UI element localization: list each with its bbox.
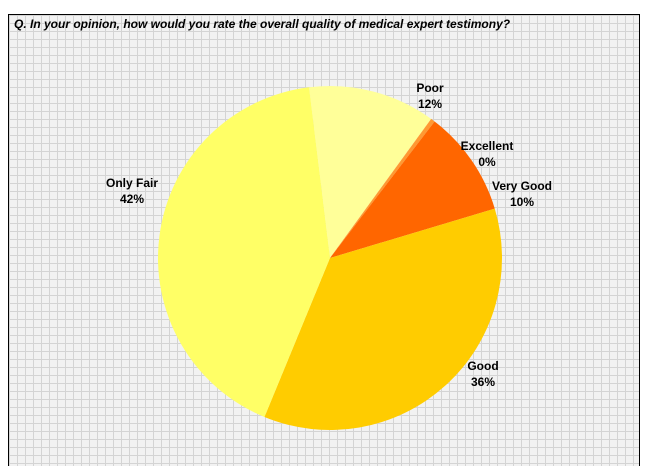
slice-value-label: 12%: [418, 97, 442, 111]
slice-value-label: 42%: [120, 192, 144, 206]
pie-slice-very-good: [330, 121, 495, 258]
slice-value-label: 0%: [478, 155, 496, 169]
chart-title: Q. In your opinion, how would you rate t…: [14, 17, 511, 31]
pie-slice-only-fair: [157, 87, 330, 418]
pie-slice-excellent: [330, 118, 435, 259]
pie-slice-poor: [309, 85, 432, 259]
slice-label: Very Good: [492, 179, 552, 193]
slice-label: Poor: [416, 81, 444, 95]
pie-slice-good: [264, 208, 502, 430]
slice-value-label: 36%: [471, 375, 495, 389]
slice-label: Excellent: [461, 139, 514, 153]
slice-label: Only Fair: [106, 176, 158, 190]
slice-value-label: 10%: [510, 195, 534, 209]
slice-label: Good: [467, 359, 498, 373]
